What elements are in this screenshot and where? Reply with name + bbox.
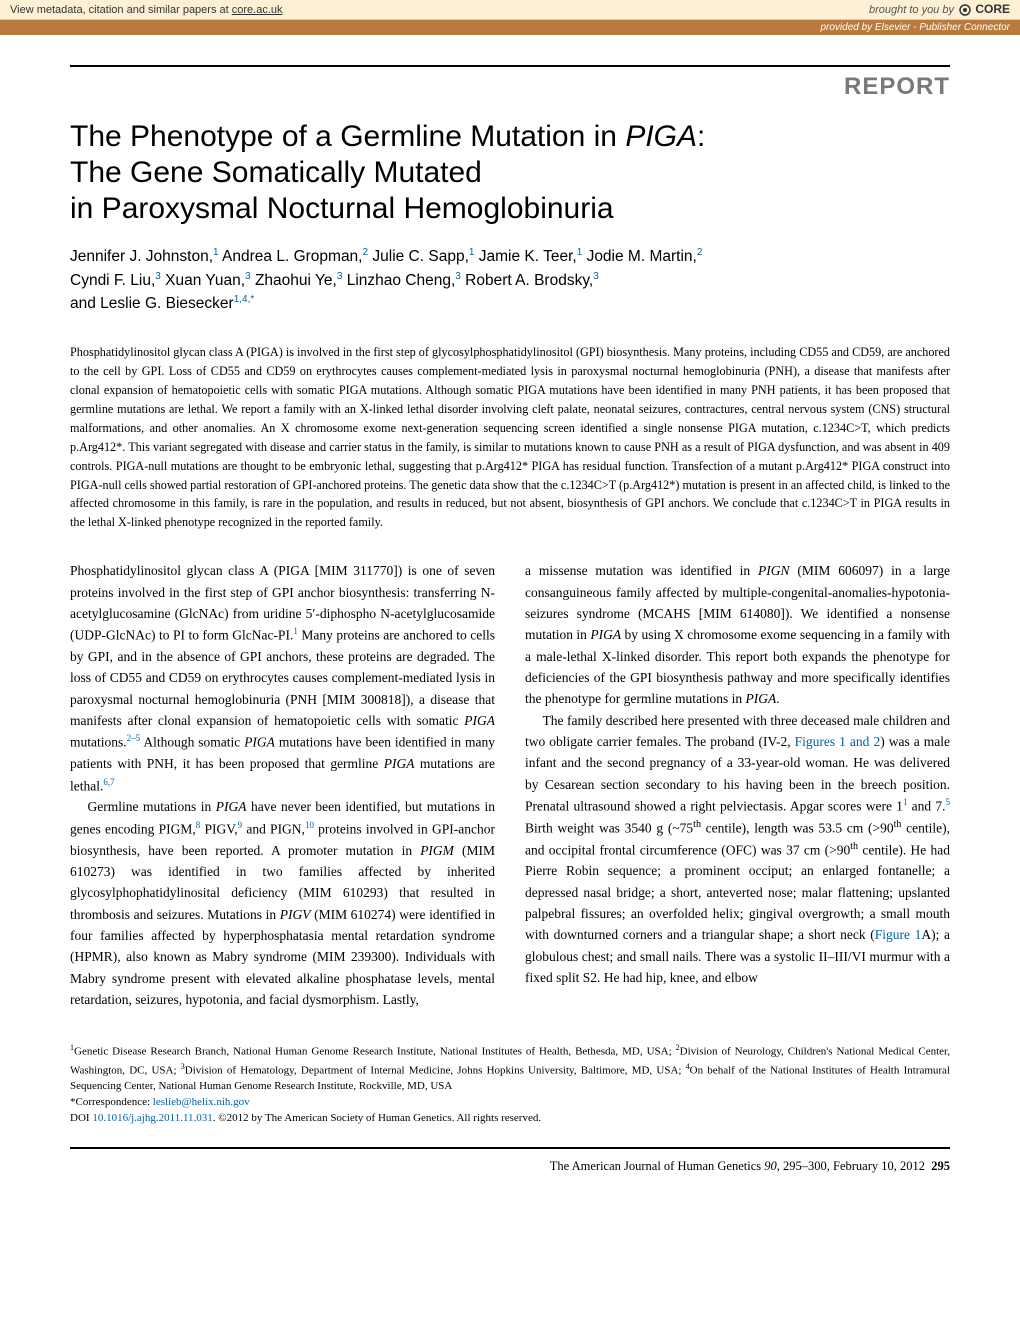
doi-link[interactable]: 10.1016/j.ajhg.2011.11.031 [92,1112,212,1124]
page-content: REPORT The Phenotype of a Germline Mutat… [0,35,1020,1214]
ref-link[interactable]: 5 [945,797,950,807]
body-para: Phosphatidylinositol glycan class A (PIG… [70,560,495,796]
title-line2: The Gene Somatically Mutated [70,156,482,189]
body-para: a missense mutation was identified in PI… [525,560,950,709]
ref-link[interactable]: 2–5 [127,733,141,743]
title-gene: PIGA [625,120,697,153]
author: Xuan Yuan,3 [165,272,250,289]
author: Linzhao Cheng,3 [347,272,461,289]
article-title: The Phenotype of a Germline Mutation in … [70,119,950,227]
core-icon [958,3,972,17]
body-columns: Phosphatidylinositol glycan class A (PIG… [70,560,950,1010]
author: Cyndi F. Liu,3 [70,272,161,289]
page-number: 295 [931,1159,950,1173]
doi-line: DOI 10.1016/j.ajhg.2011.11.031. ©2012 by… [70,1111,950,1127]
core-link[interactable]: core.ac.uk [232,4,283,16]
author: Jodie M. Martin,2 [587,248,703,265]
core-logo: CORE [958,2,1010,17]
title-colon: : [697,120,705,153]
provided-by-text: provided by Elsevier - Publisher Connect… [820,22,1010,33]
author-list: Jennifer J. Johnston,1 Andrea L. Gropman… [70,245,950,315]
body-para: Germline mutations in PIGA have never be… [70,796,495,1010]
body-para: The family described here presented with… [525,710,950,989]
author: Jamie K. Teer,1 [479,248,583,265]
core-brand: brought to you by CORE [869,2,1010,17]
author: Julie C. Sapp,1 [372,248,474,265]
affiliation-list: 1Genetic Disease Research Branch, Nation… [70,1042,950,1095]
metadata-prefix: View metadata, citation and similar pape… [10,4,232,16]
abstract: Phosphatidylinositol glycan class A (PIG… [70,343,950,532]
figure-link[interactable]: Figure 1 [875,927,922,942]
core-banner: View metadata, citation and similar pape… [0,0,1020,20]
core-text: CORE [975,2,1010,16]
report-bar: REPORT [70,65,950,101]
author: Jennifer J. Johnston,1 [70,248,219,265]
author-aff-link[interactable]: 1,4,* [234,294,255,305]
figure-link[interactable]: Figures 1 and 2 [795,734,881,749]
report-label: REPORT [844,73,950,100]
title-line3: in Paroxysmal Nocturnal Hemoglobinuria [70,192,614,225]
author: and Leslie G. Biesecker1,4,* [70,295,254,312]
volume: 90 [764,1159,777,1173]
author: Robert A. Brodsky,3 [465,272,599,289]
ref-link[interactable]: 6,7 [103,777,114,787]
title-pre: The Phenotype of a Germline Mutation in [70,120,625,153]
metadata-link-text: View metadata, citation and similar pape… [10,4,283,16]
column-left: Phosphatidylinositol glycan class A (PIG… [70,560,495,1010]
ref-link[interactable]: 10 [305,820,314,830]
email-link[interactable]: leslieb@helix.nih.gov [153,1096,250,1108]
author: Andrea L. Gropman,2 [222,248,368,265]
journal-name: The American Journal of Human Genetics [550,1159,765,1173]
provided-banner: provided by Elsevier - Publisher Connect… [0,20,1020,35]
affiliations: 1Genetic Disease Research Branch, Nation… [70,1042,950,1127]
author: Zhaohui Ye,3 [255,272,342,289]
page-footer: The American Journal of Human Genetics 9… [70,1147,950,1174]
page-range: , 295–300, February 10, 2012 [777,1159,925,1173]
correspondence: *Correspondence: leslieb@helix.nih.gov [70,1095,950,1111]
column-right: a missense mutation was identified in PI… [525,560,950,1010]
brought-by-label: brought to you by [869,4,954,16]
